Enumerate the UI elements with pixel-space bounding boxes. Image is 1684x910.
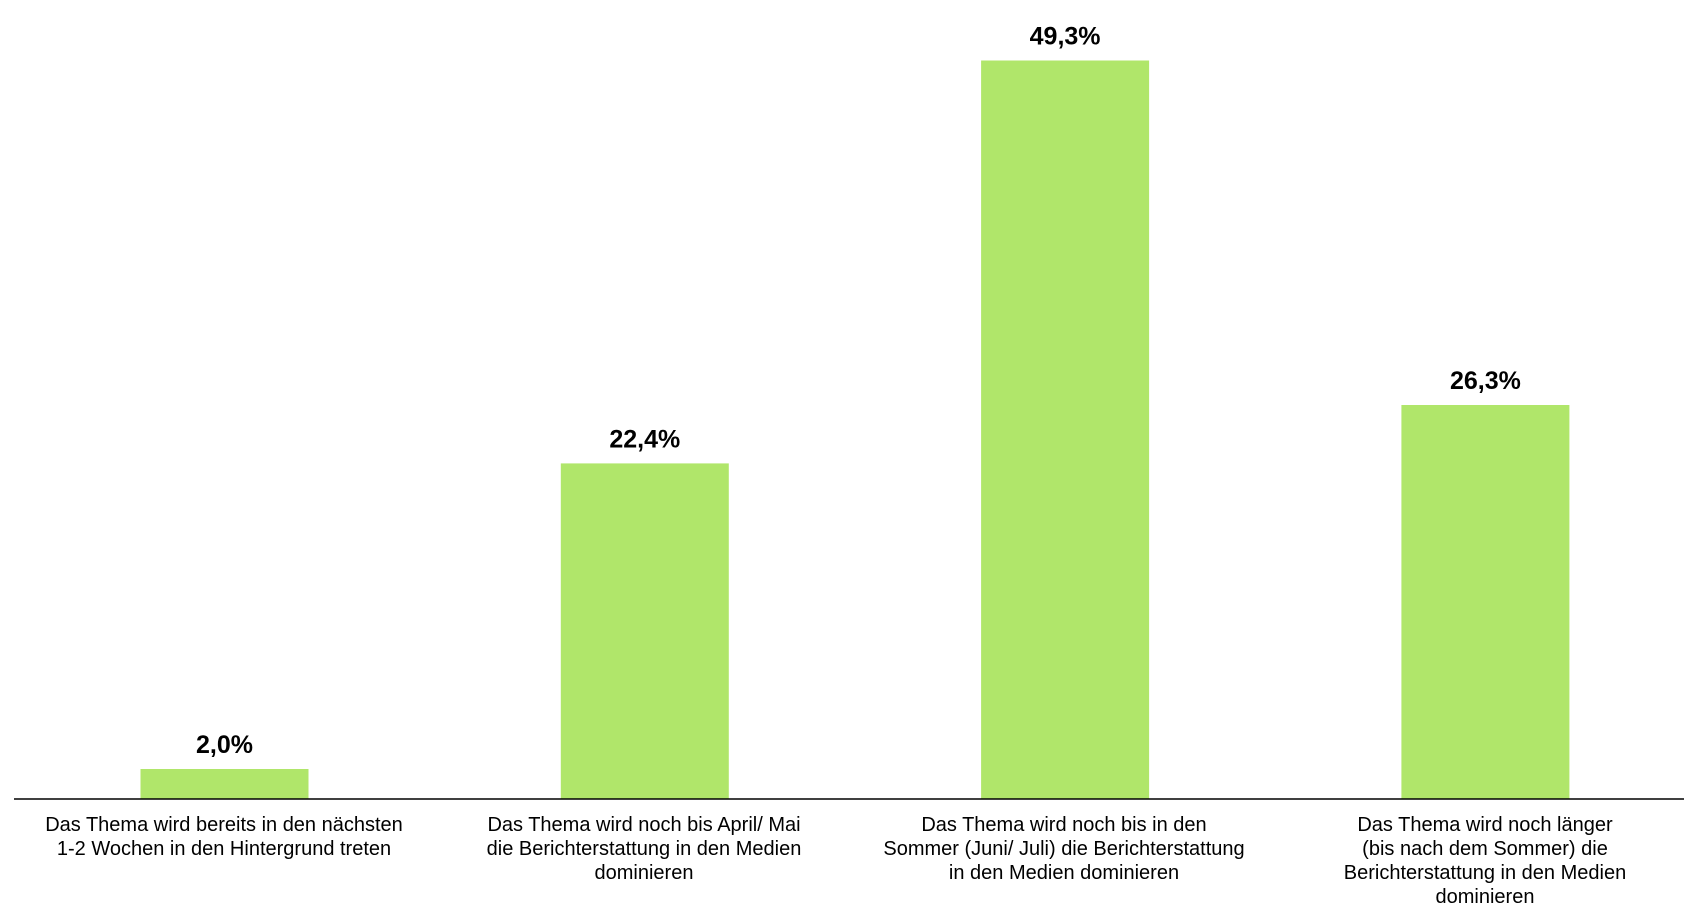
bar-1 [140,769,309,799]
category-label-4: Das Thema wird noch länger (bis nach dem… [1343,814,1627,908]
value-label-4: 26,3% [1450,367,1521,395]
category-labels: Das Thema wird bereits in den nächsten 1… [0,813,1684,910]
bar-3 [981,60,1150,799]
value-label-3: 49,3% [1030,23,1101,51]
value-label-2: 22,4% [609,425,680,453]
bar-4 [1401,405,1570,799]
bar-2 [560,463,729,799]
value-labels-layer: 2,0% 22,4% 49,3% 26,3% [196,23,1521,760]
category-label-3: Das Thema wird noch bis in den Sommer (J… [883,814,1245,884]
value-label-1: 2,0% [196,731,253,759]
category-label-1: Das Thema wird bereits in den nächsten 1… [45,814,403,860]
category-label-2: Das Thema wird noch bis April/ Mai die B… [486,814,802,884]
bars-layer [140,60,1570,799]
